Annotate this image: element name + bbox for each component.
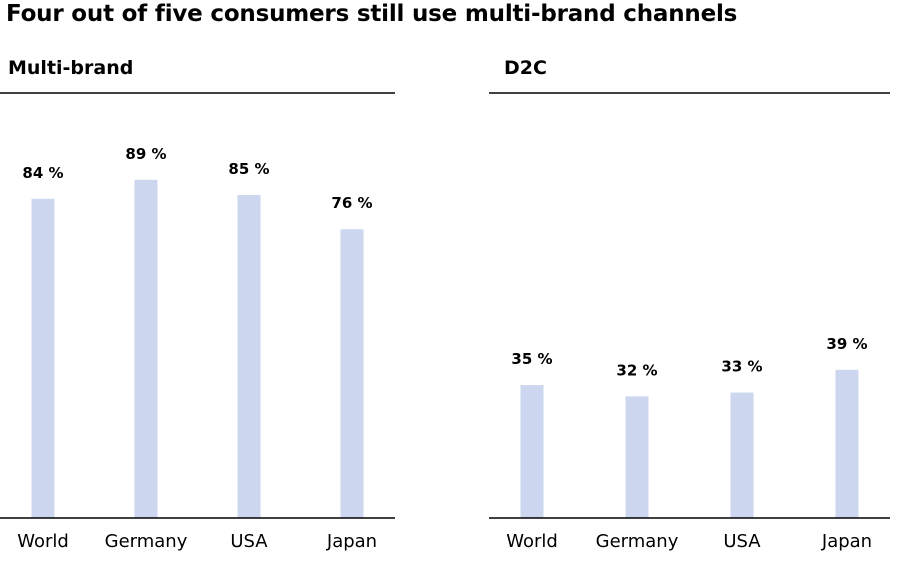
multi-brand-category-label-world: World: [17, 531, 69, 552]
multi-brand-value-label-japan: 76 %: [331, 194, 372, 212]
d2c-category-label-world: World: [506, 531, 558, 552]
multi-brand-panel-title: Multi-brand: [8, 57, 133, 79]
d2c-value-label-usa: 33 %: [721, 358, 762, 376]
multi-brand-bar-world: [31, 198, 55, 519]
d2c-value-label-germany: 32 %: [616, 361, 657, 379]
multi-brand-category-label-japan: Japan: [326, 531, 377, 552]
d2c-panel-title: D2C: [504, 57, 547, 79]
d2c-value-label-japan: 39 %: [826, 335, 867, 353]
multi-brand-value-label-germany: 89 %: [125, 145, 166, 163]
d2c-category-label-usa: USA: [723, 531, 761, 552]
multi-brand-category-label-germany: Germany: [105, 531, 188, 552]
multi-brand-bar-germany: [134, 179, 158, 519]
d2c-bar-japan: [835, 369, 859, 518]
d2c-value-label-world: 35 %: [511, 350, 552, 368]
multi-brand-bar-japan: [340, 229, 364, 518]
d2c-category-label-germany: Germany: [596, 531, 679, 552]
d2c-bar-usa: [730, 392, 754, 518]
multi-brand-value-label-world: 84 %: [22, 164, 63, 182]
multi-brand-category-label-usa: USA: [230, 531, 268, 552]
d2c-bar-world: [520, 385, 544, 518]
multi-brand-bar-usa: [237, 195, 261, 518]
chart-title: Four out of five consumers still use mul…: [6, 1, 738, 27]
d2c-bar-germany: [625, 396, 649, 518]
d2c-category-label-japan: Japan: [821, 531, 872, 552]
multi-brand-value-label-usa: 85 %: [228, 160, 269, 178]
